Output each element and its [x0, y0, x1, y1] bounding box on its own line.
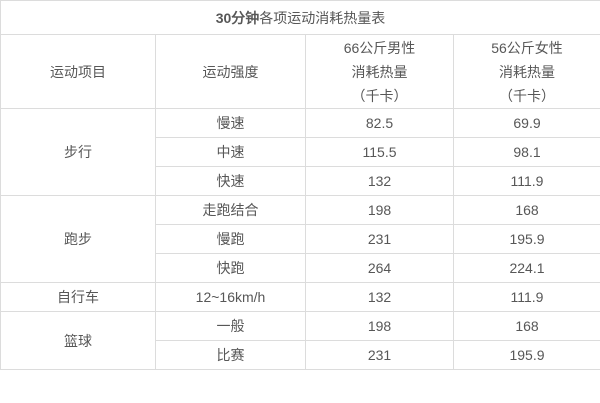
header-cell-exercise: 运动项目 — [0, 34, 156, 109]
category-cell-basketball: 篮球 — [0, 311, 156, 370]
male-value-cell: 132 — [305, 166, 454, 196]
female-value-cell: 111.9 — [452, 166, 600, 196]
header-male-line2: 消耗热量 — [351, 63, 408, 80]
table-header-row: 运动项目 运动强度 66公斤男性 消耗热量 （千卡） 56公斤女性 消耗热量 （… — [0, 34, 600, 109]
intensity-cell: 比赛 — [155, 340, 306, 370]
intensity-cell: 走跑结合 — [155, 195, 306, 225]
female-value-cell: 224.1 — [452, 253, 600, 283]
header-cell-male: 66公斤男性 消耗热量 （千卡） — [305, 34, 454, 109]
table-row: 比赛 231 195.9 — [1, 340, 600, 370]
table-row: 自行车 12~16km/h 132 111.9 — [0, 282, 600, 312]
intensity-cell: 慢跑 — [155, 224, 306, 254]
header-female-line3: （千卡） — [499, 87, 555, 104]
table-title-row: 30分钟各项运动消耗热量表 — [0, 0, 600, 35]
female-value-cell: 195.9 — [452, 340, 600, 370]
calorie-table: 30分钟各项运动消耗热量表 运动项目 运动强度 66公斤男性 消耗热量 （千卡）… — [0, 0, 600, 370]
table-row: 步行 慢速 82.5 69.9 — [0, 108, 600, 196]
female-value-cell: 69.9 — [452, 108, 600, 138]
category-cell-walking: 步行 — [0, 108, 156, 196]
male-value-cell: 231 — [305, 340, 454, 370]
male-value-cell: 231 — [305, 224, 454, 254]
header-male-line1: 66公斤男性 — [343, 39, 416, 56]
table-title: 30分钟各项运动消耗热量表 — [0, 0, 600, 35]
category-cell-cycling: 自行车 — [0, 282, 156, 312]
female-value-cell: 98.1 — [452, 137, 600, 167]
female-value-cell: 168 — [452, 311, 600, 341]
female-value-cell: 111.9 — [452, 282, 600, 312]
header-female-line2: 消耗热量 — [499, 63, 555, 80]
header-cell-female: 56公斤女性 消耗热量 （千卡） — [452, 34, 600, 109]
male-value-cell: 198 — [305, 311, 454, 341]
table-title-rest: 各项运动消耗热量表 — [259, 9, 386, 26]
male-value-cell: 82.5 — [305, 108, 454, 138]
table-row: 篮球 一般 198 168 — [0, 311, 600, 370]
table-row: 快速 132 111.9 — [1, 166, 600, 196]
male-value-cell: 115.5 — [305, 137, 454, 167]
female-value-cell: 168 — [452, 195, 600, 225]
intensity-cell: 中速 — [155, 137, 306, 167]
intensity-cell: 快跑 — [155, 253, 306, 283]
table-row: 慢跑 231 195.9 — [1, 224, 600, 254]
male-value-cell: 198 — [305, 195, 454, 225]
intensity-cell: 12~16km/h — [155, 282, 306, 312]
header-cell-intensity: 运动强度 — [155, 34, 306, 109]
intensity-cell: 一般 — [155, 311, 306, 341]
intensity-cell: 快速 — [155, 166, 306, 196]
header-male-line3: （千卡） — [351, 87, 408, 104]
male-value-cell: 132 — [305, 282, 454, 312]
male-value-cell: 264 — [305, 253, 454, 283]
female-value-cell: 195.9 — [452, 224, 600, 254]
table-title-bold: 30分钟 — [215, 9, 260, 26]
table-row: 跑步 走跑结合 198 168 — [0, 195, 600, 283]
intensity-cell: 慢速 — [155, 108, 306, 138]
table-row: 快跑 264 224.1 — [1, 253, 600, 283]
category-cell-running: 跑步 — [0, 195, 156, 283]
header-female-line1: 56公斤女性 — [491, 39, 563, 56]
